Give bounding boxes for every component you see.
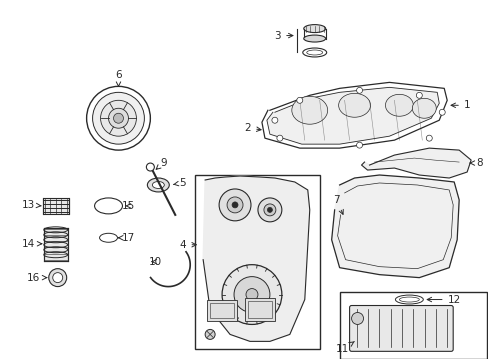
Circle shape [53,273,62,283]
Circle shape [113,113,123,123]
Bar [42,198,68,214]
Ellipse shape [147,178,169,192]
Text: 3: 3 [274,31,292,41]
Circle shape [271,117,277,123]
Circle shape [49,269,66,287]
Circle shape [245,289,258,301]
Polygon shape [331,175,458,278]
Polygon shape [361,148,470,178]
Text: 10: 10 [148,257,162,267]
Bar [195,175,319,349]
Circle shape [426,135,431,141]
Text: 6: 6 [115,71,122,86]
Text: 13: 13 [22,200,41,210]
Ellipse shape [303,24,325,32]
Text: 2: 2 [244,123,261,133]
Bar [44,228,67,261]
Circle shape [234,276,269,312]
Circle shape [219,189,250,221]
Circle shape [438,109,444,115]
FancyBboxPatch shape [349,306,452,351]
Circle shape [264,204,275,216]
Ellipse shape [291,96,327,124]
Polygon shape [262,82,447,148]
Ellipse shape [385,94,412,116]
Bar [244,298,274,321]
Text: 7: 7 [333,195,343,214]
Ellipse shape [152,181,164,189]
Text: 1: 1 [450,100,469,110]
Text: 17: 17 [118,233,135,243]
Ellipse shape [338,93,370,117]
Circle shape [267,207,272,212]
Circle shape [356,87,362,93]
Circle shape [222,265,281,324]
Ellipse shape [94,198,122,214]
Ellipse shape [100,233,117,242]
Bar [207,300,237,321]
Circle shape [205,329,215,339]
Ellipse shape [395,295,423,304]
Text: 16: 16 [27,273,47,283]
Ellipse shape [399,297,419,302]
Bar [210,302,234,319]
Circle shape [276,135,282,141]
Text: 8: 8 [469,158,482,168]
Circle shape [356,142,362,148]
Text: 15: 15 [122,201,135,211]
Circle shape [86,86,150,150]
Ellipse shape [303,35,325,42]
Ellipse shape [411,98,435,118]
Text: 11: 11 [335,342,354,354]
Polygon shape [266,87,438,144]
Circle shape [351,312,363,324]
Circle shape [258,198,281,222]
Circle shape [101,100,136,136]
Circle shape [146,163,154,171]
Text: 5: 5 [173,178,185,188]
Text: 14: 14 [22,239,41,249]
Bar [339,292,486,359]
Text: 12: 12 [427,294,460,305]
Ellipse shape [306,50,322,55]
Circle shape [226,197,243,213]
Text: 9: 9 [156,158,166,169]
Circle shape [108,108,128,128]
Circle shape [92,92,144,144]
Circle shape [232,202,238,208]
Ellipse shape [302,48,326,57]
Polygon shape [203,176,309,341]
Bar [247,301,271,319]
Circle shape [296,97,302,103]
Text: 4: 4 [180,240,196,250]
Circle shape [415,92,422,98]
